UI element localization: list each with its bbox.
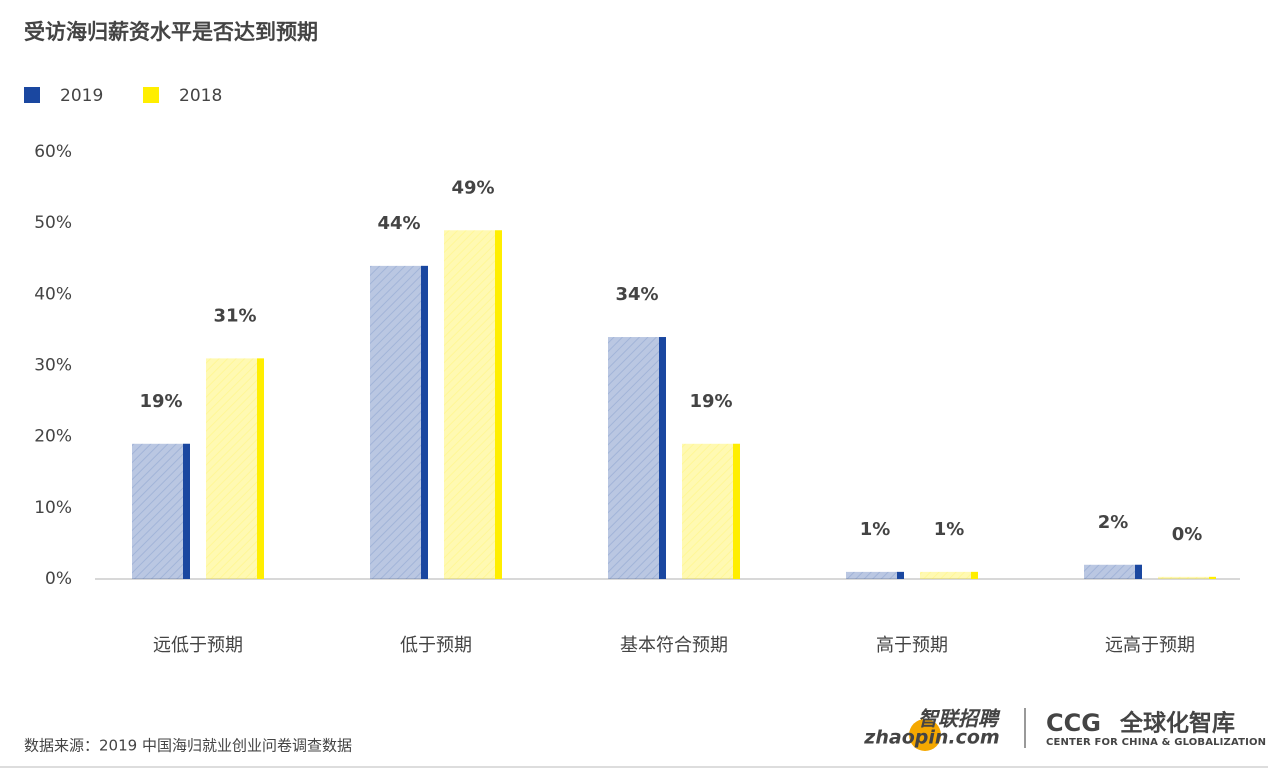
data-label: 34% [615, 284, 658, 305]
bar [1084, 564, 1142, 579]
logo-text: CENTER FOR CHINA & GLOBALIZATION [1046, 737, 1266, 748]
x-tick-label: 高于预期 [876, 635, 948, 656]
bar-edge [1135, 564, 1142, 579]
data-label: 2% [1098, 512, 1129, 533]
ccg-logo: CCG 全球化智库 CENTER FOR CHINA & GLOBALIZATI… [1046, 709, 1266, 748]
logo-text: CCG [1046, 709, 1101, 737]
bar-edge [659, 337, 666, 579]
bar [444, 230, 502, 580]
data-label: 0% [1172, 524, 1203, 545]
bar [608, 337, 666, 579]
x-tick-label: 远低于预期 [153, 635, 243, 656]
legend-swatch [143, 87, 159, 103]
logo-dot [909, 719, 941, 751]
bar-edge [495, 230, 502, 580]
logo-text: 全球化智库 [1119, 710, 1235, 737]
legend-label: 2019 [60, 86, 103, 106]
bar [1158, 576, 1216, 579]
bar-edge [897, 571, 904, 579]
y-tick-label: 30% [34, 356, 72, 376]
chart-title: 受访海归薪资水平是否达到预期 [24, 20, 318, 44]
bar [846, 571, 904, 579]
bar [132, 443, 190, 579]
bar [206, 358, 264, 579]
legend-label: 2018 [179, 86, 222, 106]
legend-swatch [24, 87, 40, 103]
bar-edge [421, 265, 428, 579]
bar-edge [1209, 576, 1216, 579]
bar [920, 571, 978, 579]
bar [682, 443, 740, 579]
y-tick-label: 50% [34, 213, 72, 233]
data-label: 44% [377, 213, 420, 234]
source-note: 数据来源：2019 中国海归就业创业问卷调查数据 [24, 737, 352, 755]
bar [370, 265, 428, 579]
logo-text: 智联招聘 [918, 707, 1001, 731]
logo-text: zhaopin.com [863, 727, 999, 749]
data-label: 1% [934, 519, 965, 540]
bar-edge [183, 443, 190, 579]
bar-edge [971, 571, 978, 579]
y-tick-label: 60% [34, 142, 72, 162]
data-label: 19% [139, 391, 182, 412]
data-label: 31% [213, 305, 256, 326]
x-tick-label: 基本符合预期 [620, 635, 728, 656]
data-label: 49% [451, 177, 494, 198]
x-tick-label: 远高于预期 [1105, 635, 1195, 656]
bar-edge [733, 443, 740, 579]
data-label: 19% [689, 391, 732, 412]
bar-edge [257, 358, 264, 579]
x-tick-label: 低于预期 [400, 635, 472, 656]
y-tick-label: 10% [34, 498, 72, 518]
y-tick-label: 0% [45, 569, 72, 589]
y-tick-label: 20% [34, 427, 72, 447]
zhaopin-logo: 智联招聘 zhaopin.com [863, 707, 1001, 751]
data-label: 1% [860, 519, 891, 540]
y-tick-label: 40% [34, 284, 72, 304]
